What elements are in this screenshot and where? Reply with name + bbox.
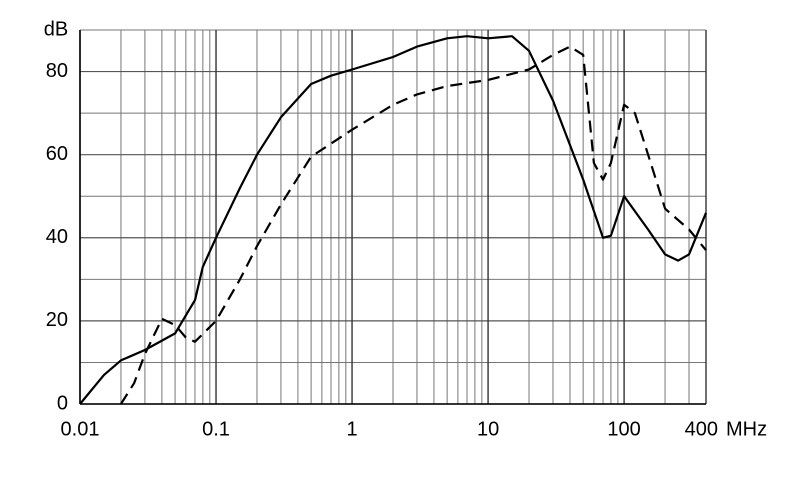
x-tick-label: 0.1 [202, 418, 230, 440]
series-line [119, 45, 707, 405]
x-tick-label: 0.01 [61, 418, 100, 440]
y-tick-label: 60 [46, 143, 68, 165]
x-tick-label: 1 [346, 418, 357, 440]
y-tick-label: 0 [57, 392, 68, 414]
x-axis-label: MHz [726, 418, 767, 440]
y-axis-label: dB [44, 18, 68, 40]
y-tick-label: 40 [46, 226, 68, 248]
y-tick-label: 80 [46, 60, 68, 82]
x-tick-label: 10 [477, 418, 499, 440]
x-tick-label: 100 [607, 418, 640, 440]
y-tick-label: 20 [46, 309, 68, 331]
x-tick-label: 400 [685, 418, 718, 440]
series-line [79, 35, 708, 405]
